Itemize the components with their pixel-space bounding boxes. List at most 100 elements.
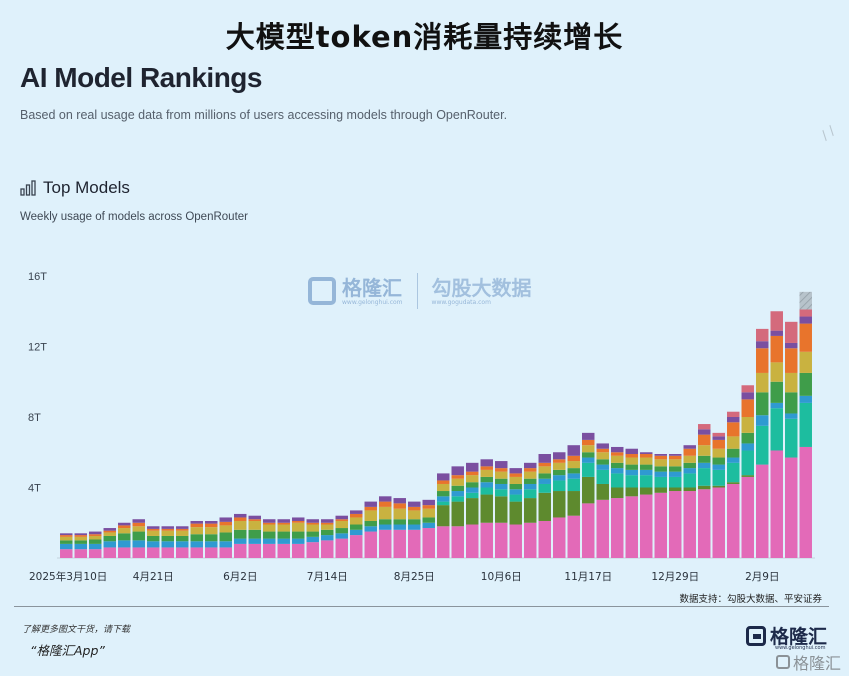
bar-segment-1	[437, 526, 450, 558]
bar-segment-1	[669, 491, 682, 558]
x-tick-label: 2月9日	[745, 571, 779, 583]
bar-segment-1	[567, 515, 580, 558]
bar-segment-4	[785, 413, 798, 419]
bar-segment-3	[451, 496, 464, 502]
x-tick-label: 7月14日	[307, 571, 348, 583]
bar-segment-7	[799, 323, 812, 352]
brand-logo-icon	[746, 625, 766, 646]
bar-segment-1	[799, 446, 812, 558]
bar-segment-6	[654, 459, 667, 467]
bar-segment-7	[321, 522, 334, 525]
bar-segment-4	[712, 464, 725, 470]
bar-segment-6	[770, 362, 783, 382]
bar-segment-8	[103, 528, 116, 531]
bar-segment-7	[147, 528, 160, 531]
bar-segment-4	[422, 522, 435, 529]
bar-segment-6	[364, 510, 377, 521]
bar-segment-5	[799, 372, 812, 396]
bar-segment-6	[190, 527, 203, 535]
bar-segment-3	[654, 476, 667, 488]
bar-segment-7	[393, 503, 406, 509]
bar-segment-5	[190, 534, 203, 542]
bar-segment-8	[277, 519, 290, 523]
bar-segment-2	[698, 485, 711, 490]
bar-segment-7	[466, 471, 479, 476]
bar-segment-7	[422, 505, 435, 509]
bar-segment-2	[437, 505, 450, 527]
bar-segment-1	[103, 547, 116, 558]
x-tick-label: 4月21日	[133, 571, 174, 583]
bar-segment-7	[741, 399, 754, 418]
bar-segment-7	[524, 468, 537, 472]
bar-segment-4	[741, 443, 754, 451]
bar-segment-2	[567, 491, 580, 516]
bar-segment-7	[335, 519, 348, 521]
bar-segment-6	[132, 526, 145, 532]
bar-segment-1	[770, 450, 783, 558]
bar-segment-1	[89, 549, 102, 558]
bar-segment-1	[756, 464, 769, 558]
bar-segment-9	[770, 311, 783, 331]
bar-segment-8	[234, 513, 247, 518]
bar-segment-6	[538, 466, 551, 474]
x-tick-label: 6月2日	[223, 571, 257, 583]
bar-segment-3	[741, 450, 754, 476]
x-tick-label: 8月25日	[394, 571, 435, 583]
brand-url: www.gelonghui.com	[775, 645, 826, 651]
bar-segment-1	[234, 543, 247, 558]
bar-segment-7	[567, 455, 580, 462]
bar-segment-2	[654, 487, 667, 493]
bar-segment-1	[408, 529, 421, 558]
bar-segment-7	[190, 523, 203, 528]
bar-segment-7	[480, 466, 493, 470]
bar-segment-1	[292, 543, 305, 558]
bar-segment-2	[625, 487, 638, 497]
bar-segment-7	[683, 448, 696, 456]
bar-segment-6	[176, 530, 189, 536]
bar-segment-4	[292, 538, 305, 544]
bar-segment-3	[582, 462, 595, 477]
bar-segment-6	[277, 524, 290, 532]
x-tick-label: 12月29日	[651, 571, 699, 583]
bar-segment-7	[89, 534, 102, 536]
bar-segment-7	[727, 422, 740, 437]
bar-segment-6	[248, 520, 261, 530]
bar-segment-6	[625, 457, 638, 465]
bar-segment-6	[60, 536, 73, 541]
bar-segment-4	[219, 541, 232, 548]
bar-segment-8	[335, 515, 348, 520]
bar-segment-8	[596, 443, 609, 449]
bar-segment-5	[263, 531, 276, 539]
x-tick-label: 11月17日	[564, 571, 612, 583]
bar-segment-8	[379, 496, 392, 502]
bar-segment-2	[553, 491, 566, 518]
bar-segment-5	[393, 519, 406, 525]
bar-segment-8	[611, 446, 624, 453]
bar-segment-3	[524, 489, 537, 499]
bar-segment-5	[219, 532, 232, 542]
bar-segment-5	[408, 519, 421, 525]
bar-segment-6	[437, 483, 450, 492]
promo-line-2[interactable]: “格隆汇App”	[30, 643, 105, 658]
bar-segment-6	[669, 459, 682, 467]
bar-segment-1	[712, 487, 725, 558]
bar-segment-1	[509, 524, 522, 558]
decorative-mark: / /	[818, 123, 839, 144]
bar-segment-8	[495, 461, 508, 469]
bar-segment-5	[437, 491, 450, 497]
bar-segment-3	[611, 473, 624, 488]
bar-segment-6	[640, 457, 653, 465]
bar-segment-6	[306, 524, 319, 532]
bar-segment-5	[205, 534, 218, 542]
brand-logo[interactable]: 格隆汇	[746, 622, 827, 649]
bar-segment-8	[350, 510, 363, 514]
divider-line	[14, 606, 829, 607]
bar-segment-2	[582, 476, 595, 504]
bar-segment-7	[74, 535, 87, 537]
bar-segment-6	[495, 471, 508, 479]
bar-segment-6	[103, 532, 116, 536]
bar-segment-4	[640, 469, 653, 476]
bar-segment-8	[89, 531, 102, 535]
bar-segment-6	[785, 372, 798, 393]
bar-segment-5	[132, 531, 145, 541]
